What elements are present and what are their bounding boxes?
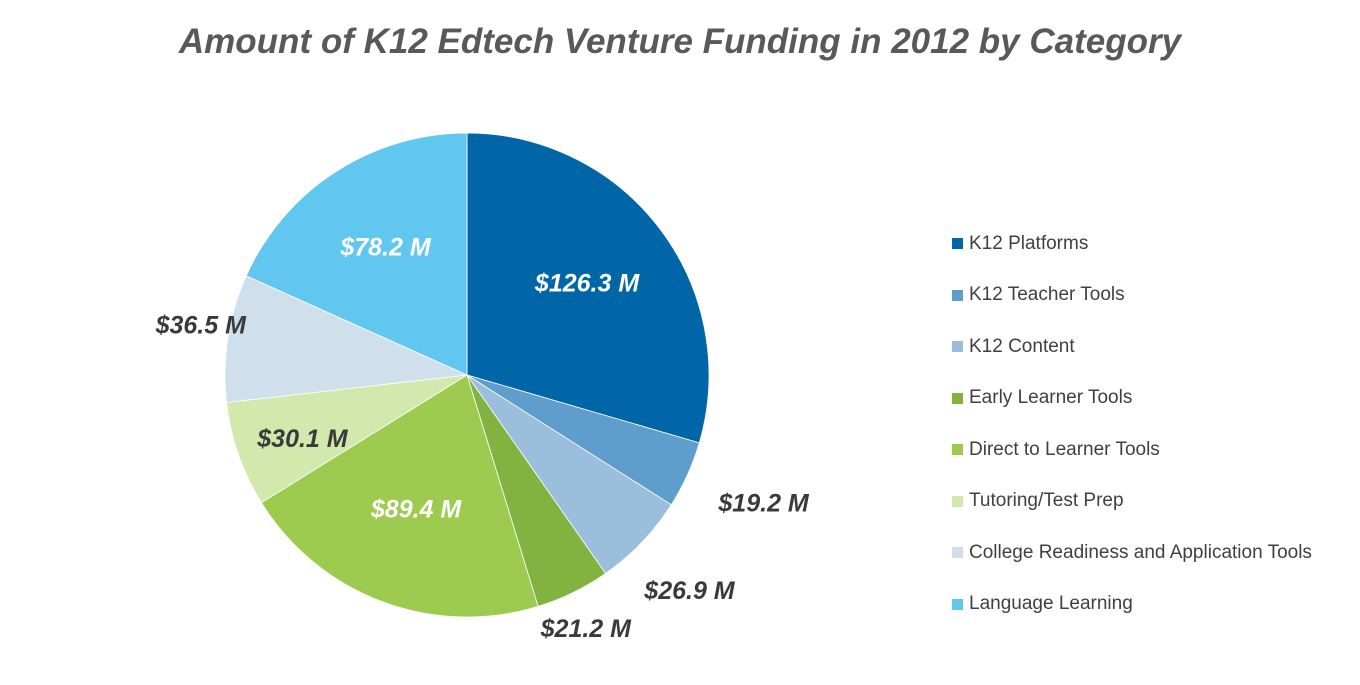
pie-slice xyxy=(224,275,469,403)
legend-swatch xyxy=(952,238,963,250)
pie-slice xyxy=(226,374,468,504)
pie-slice xyxy=(245,132,468,376)
slice-data-label: $89.4 M xyxy=(370,496,463,524)
legend-label: K12 Teacher Tools xyxy=(969,284,1125,306)
legend-item: College Readiness and Application Tools xyxy=(952,527,1312,579)
slice-data-label: $126.3 M xyxy=(534,270,640,298)
slice-data-label: $21.2 M xyxy=(540,615,633,643)
legend-swatch xyxy=(952,289,963,301)
legend-label: College Readiness and Application Tools xyxy=(969,541,1312,563)
legend-item: K12 Teacher Tools xyxy=(952,270,1312,322)
legend-label: Tutoring/Test Prep xyxy=(969,490,1124,512)
legend-swatch xyxy=(952,598,963,610)
legend-swatch xyxy=(952,495,963,507)
pie-data-labels: $126.3 M $19.2 M $26.9 M $21.2 M $89.4 M $30.… xyxy=(155,234,810,644)
legend-label: Direct to Learner Tools xyxy=(969,438,1160,460)
legend-swatch xyxy=(952,392,963,404)
chart-title: Amount of K12 Edtech Venture Funding in … xyxy=(178,22,1182,61)
legend-swatch xyxy=(952,547,963,559)
legend-item: K12 Content xyxy=(952,321,1312,373)
slice-data-label: $26.9 M xyxy=(643,577,736,605)
legend-swatch xyxy=(952,341,963,353)
legend-item: K12 Platforms xyxy=(952,218,1312,270)
chart-legend: K12 Platforms K12 Teacher Tools K12 Conten… xyxy=(952,218,1312,630)
pie-slices xyxy=(224,132,710,618)
legend-label: K12 Content xyxy=(969,335,1075,357)
slice-data-label: $30.1 M xyxy=(256,425,349,453)
legend-item: Direct to Learner Tools xyxy=(952,424,1312,476)
pie-slice xyxy=(260,374,539,618)
pie-slice xyxy=(466,132,710,444)
slice-data-label: $36.5 M xyxy=(155,311,248,339)
legend-item: Language Learning xyxy=(952,579,1312,631)
legend-item: Early Learner Tools xyxy=(952,373,1312,425)
legend-label: Early Learner Tools xyxy=(969,387,1133,409)
legend-swatch xyxy=(952,444,963,456)
legend-item: Tutoring/Test Prep xyxy=(952,476,1312,528)
legend-label: Language Learning xyxy=(969,593,1133,615)
slice-data-label: $19.2 M xyxy=(717,489,810,517)
legend-label: K12 Platforms xyxy=(969,232,1089,254)
slice-data-label: $78.2 M xyxy=(339,234,432,262)
